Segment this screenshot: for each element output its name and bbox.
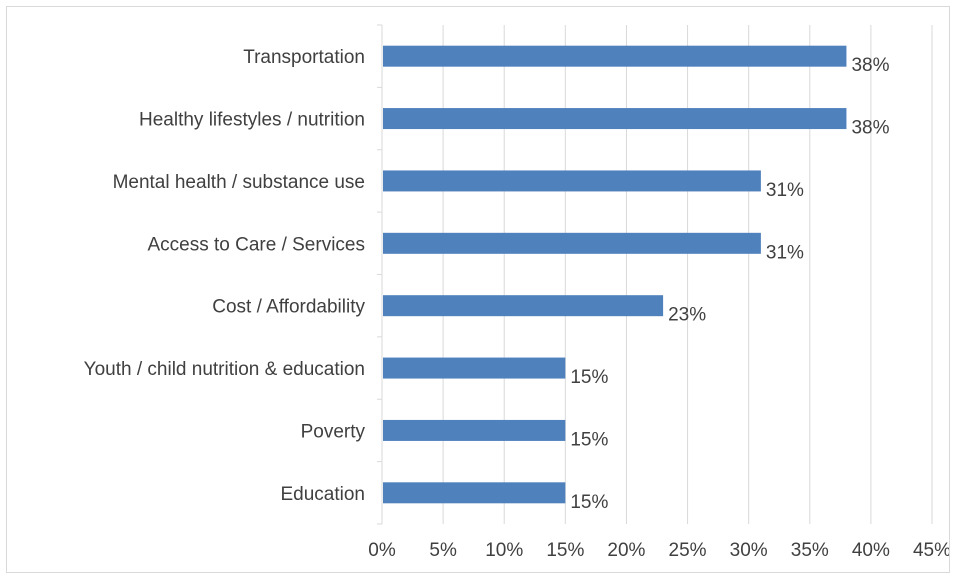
- chart-frame: Transportation Healthy lifestyles / nutri…: [6, 6, 950, 573]
- data-label: 31%: [766, 180, 804, 201]
- bar: [383, 419, 566, 441]
- bar: [383, 357, 566, 379]
- bar: [383, 295, 664, 317]
- category-label: Transportation: [243, 47, 365, 68]
- x-tick-labels: 0% 5% 10% 15% 20% 25% 30% 35% 40% 45%: [368, 540, 949, 561]
- category-label: Youth / child nutrition & education: [84, 359, 365, 380]
- x-tick-label: 40%: [852, 540, 890, 561]
- x-tick-label: 5%: [429, 540, 457, 561]
- x-tick-label: 25%: [669, 540, 707, 561]
- data-label: 38%: [851, 118, 889, 139]
- bar: [383, 482, 566, 504]
- bar: [383, 170, 761, 192]
- category-label: Cost / Affordability: [212, 297, 365, 318]
- x-tick-label: 35%: [791, 540, 829, 561]
- category-label: Education: [280, 484, 365, 505]
- data-labels: 38% 38% 31% 31% 23% 15% 15% 15%: [570, 55, 889, 513]
- bar: [383, 45, 847, 67]
- bar: [383, 232, 761, 254]
- category-label: Healthy lifestyles / nutrition: [139, 110, 365, 131]
- x-tick-label: 30%: [730, 540, 768, 561]
- data-label: 23%: [668, 305, 706, 326]
- gridlines: [442, 25, 933, 524]
- horizontal-bar-chart: Transportation Healthy lifestyles / nutri…: [84, 24, 949, 561]
- category-labels: Transportation Healthy lifestyles / nutri…: [84, 47, 366, 505]
- x-tick-label: 15%: [546, 540, 584, 561]
- x-tick-label: 20%: [607, 540, 645, 561]
- x-tick-label: 0%: [368, 540, 396, 561]
- category-label: Mental health / substance use: [113, 172, 365, 193]
- bars: [383, 45, 847, 504]
- data-label: 15%: [570, 367, 608, 388]
- x-tick-label: 10%: [485, 540, 523, 561]
- data-label: 38%: [851, 55, 889, 76]
- data-label: 15%: [570, 429, 608, 450]
- data-label: 31%: [766, 242, 804, 263]
- category-label: Access to Care / Services: [147, 234, 365, 255]
- data-label: 15%: [570, 492, 608, 513]
- category-axis: [377, 24, 383, 525]
- category-label: Poverty: [301, 421, 366, 442]
- bar: [383, 108, 847, 130]
- x-tick-label: 45%: [913, 540, 949, 561]
